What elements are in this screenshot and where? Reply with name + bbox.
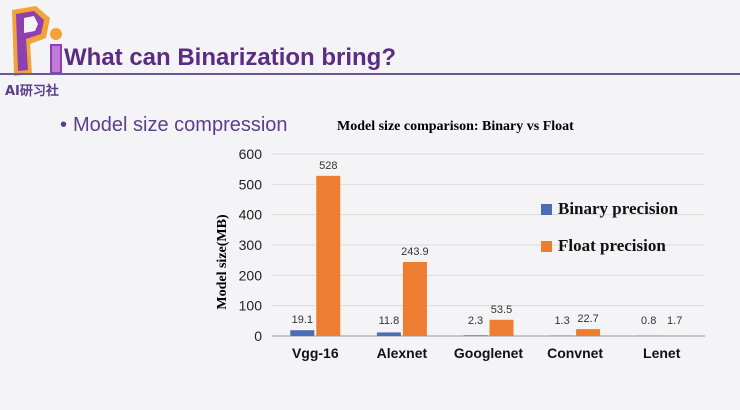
ai-yanxishe-logo-icon bbox=[12, 6, 62, 76]
float-bar bbox=[576, 329, 601, 336]
x-category-label: Lenet bbox=[643, 345, 681, 361]
y-axis-ticks: 0 100 200 300 400 500 600 bbox=[239, 146, 263, 344]
y-axis-label: Model size(MB) bbox=[215, 214, 230, 310]
bullet-text: Model size compression bbox=[73, 114, 288, 136]
x-category-label: Googlenet bbox=[454, 345, 524, 361]
y-tick-label: 400 bbox=[239, 207, 263, 223]
legend-swatch bbox=[541, 204, 552, 215]
slide-title: What can Binarization bring? bbox=[64, 44, 397, 71]
data-label: 53.5 bbox=[491, 304, 512, 316]
y-tick-label: 300 bbox=[239, 237, 263, 253]
x-category-label: Vgg-16 bbox=[292, 345, 339, 361]
data-label: 19.1 bbox=[292, 314, 313, 326]
y-tick-label: 600 bbox=[239, 146, 263, 162]
data-label: 2.3 bbox=[468, 315, 483, 327]
data-label: 528 bbox=[319, 160, 337, 172]
chart-legend: Binary precision Float precision bbox=[541, 199, 679, 255]
float-bar bbox=[489, 319, 514, 336]
data-label: 0.8 bbox=[641, 315, 656, 327]
chart-grid bbox=[272, 153, 705, 337]
chart-bars: 19.1 528 11.8 243.9 2.3 53.5 1.3 22.7 0.8 1.7 bbox=[290, 160, 687, 336]
binary-bar bbox=[376, 332, 401, 336]
legend-swatch bbox=[541, 241, 552, 252]
title-divider bbox=[0, 73, 740, 75]
float-bar bbox=[316, 175, 341, 336]
y-tick-label: 0 bbox=[254, 328, 262, 344]
legend-label: Float precision bbox=[558, 236, 666, 255]
y-tick-label: 200 bbox=[239, 267, 263, 283]
x-category-label: Convnet bbox=[547, 345, 603, 361]
x-axis-categories: Vgg-16 Alexnet Googlenet Convnet Lenet bbox=[292, 345, 681, 361]
legend-label: Binary precision bbox=[558, 199, 679, 218]
bullet-dot-icon: • bbox=[60, 114, 68, 136]
data-label: 243.9 bbox=[401, 246, 429, 258]
data-label: 22.7 bbox=[577, 313, 598, 325]
y-tick-label: 100 bbox=[239, 298, 263, 314]
binary-bar bbox=[463, 335, 488, 336]
x-category-label: Alexnet bbox=[377, 345, 428, 361]
data-label: 11.8 bbox=[379, 315, 400, 327]
data-label: 1.7 bbox=[667, 315, 682, 327]
logo-text: AI研习社 bbox=[5, 84, 59, 99]
chart-title: Model size comparison: Binary vs Float bbox=[337, 119, 574, 134]
data-label: 1.3 bbox=[554, 315, 569, 327]
y-tick-label: 500 bbox=[239, 176, 263, 192]
bullet-point: • Model size compression bbox=[60, 114, 288, 137]
binary-bar bbox=[290, 330, 315, 336]
float-bar bbox=[662, 335, 687, 336]
float-bar bbox=[402, 262, 427, 336]
